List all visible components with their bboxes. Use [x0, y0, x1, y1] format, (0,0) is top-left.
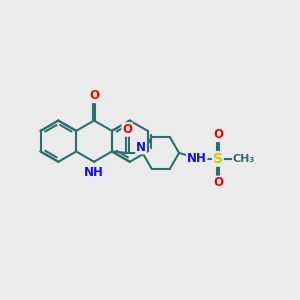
- Text: O: O: [122, 123, 132, 136]
- Text: S: S: [243, 158, 244, 159]
- Text: NH: NH: [187, 152, 207, 165]
- Text: O: O: [213, 128, 223, 141]
- Text: O: O: [213, 176, 223, 190]
- Text: CH₃: CH₃: [233, 154, 255, 164]
- Text: N: N: [136, 141, 146, 154]
- Text: NH: NH: [84, 166, 104, 178]
- Text: S: S: [213, 152, 223, 166]
- Text: O: O: [89, 89, 99, 102]
